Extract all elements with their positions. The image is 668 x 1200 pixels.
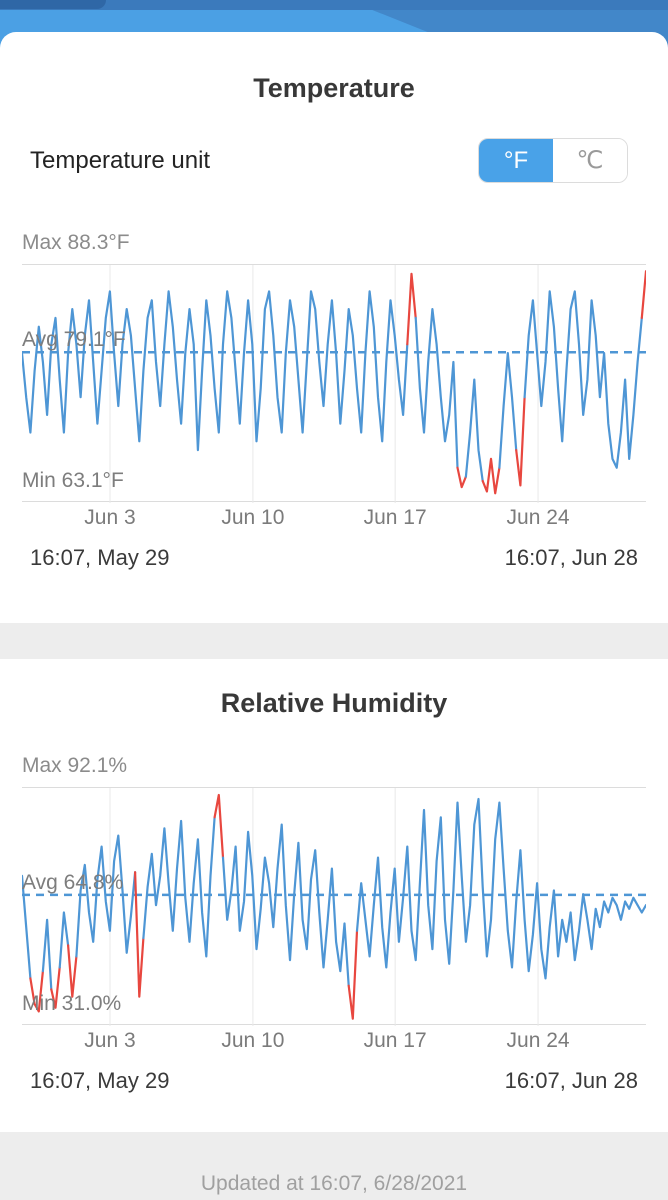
humidity-max-label: Max 92.1%: [22, 754, 128, 777]
temperature-range-end: 16:07, Jun 28: [504, 545, 638, 570]
updated-footer: Updated at 16:07, 6/28/2021: [0, 1132, 668, 1200]
relative-humidity-series-line: [355, 797, 646, 980]
x-tick-jun-10: Jun 10: [221, 506, 285, 529]
humidity-card: Relative Humidity Max 92.1% Avg 64.8% Mi…: [0, 659, 668, 1132]
temperature-unit-label: Temperature unit: [30, 146, 211, 174]
humidity-range-start: 16:07, May 29: [30, 1068, 170, 1093]
temperature-series-line: [464, 378, 484, 483]
temperature-series-line: [523, 290, 643, 469]
header-left-notch: [0, 0, 106, 9]
temperature-unit-toggle[interactable]: °F ℃: [478, 138, 628, 183]
humidity-avg-label: Avg 64.8%: [22, 870, 124, 894]
relative-humidity-series-alert-segment: [29, 970, 44, 1013]
card-divider-gap: [0, 623, 668, 659]
temperature-series-alert-segment: [515, 396, 526, 487]
temperature-avg-label: Avg 79.1°F: [22, 328, 126, 352]
temperature-chart[interactable]: Avg 79.1°F Min 63.1°F: [22, 264, 646, 503]
temperature-series-alert-segment: [640, 270, 646, 320]
temperature-range-row: 16:07, May 29 16:07, Jun 28: [30, 545, 638, 570]
relative-humidity-series-alert-segment: [50, 966, 61, 1009]
temperature-card: Temperature Temperature unit °F ℃ Max 88…: [0, 32, 668, 623]
temperature-plot-svg: [22, 265, 646, 503]
temperature-series-line: [414, 307, 459, 469]
x-tick-jun-17: Jun 17: [363, 506, 427, 529]
temperature-min-label: Min 63.1°F: [22, 469, 124, 492]
x-tick-jun-17: Jun 17: [363, 1029, 427, 1052]
celsius-toggle-button[interactable]: ℃: [553, 139, 627, 182]
relative-humidity-series-alert-segment: [133, 871, 145, 998]
humidity-range-row: 16:07, May 29 16:07, Jun 28: [30, 1068, 638, 1093]
humidity-min-label: Min 31.0%: [22, 992, 122, 1015]
relative-humidity-series-alert-segment: [347, 929, 359, 1020]
relative-humidity-series-alert-segment: [66, 944, 78, 998]
x-tick-jun-3: Jun 3: [84, 506, 136, 529]
humidity-chart[interactable]: Avg 64.8% Min 31.0%: [22, 787, 646, 1026]
fahrenheit-toggle-button[interactable]: °F: [479, 139, 553, 182]
temperature-series-alert-segment: [406, 272, 417, 346]
temperature-card-title: Temperature: [253, 73, 415, 103]
humidity-x-axis: Jun 3 Jun 10 Jun 17 Jun 24: [22, 1029, 646, 1053]
temperature-x-axis: Jun 3 Jun 10 Jun 17 Jun 24: [22, 506, 646, 530]
x-tick-jun-3: Jun 3: [84, 1029, 136, 1052]
temperature-series-line: [22, 290, 409, 452]
relative-humidity-series-line: [221, 823, 350, 987]
relative-humidity-series-line: [142, 816, 216, 958]
humidity-range-end: 16:07, Jun 28: [504, 1068, 638, 1093]
temperature-unit-row: Temperature unit °F ℃: [30, 138, 628, 183]
relative-humidity-series-alert-segment: [213, 793, 225, 859]
temperature-max-label: Max 88.3°F: [22, 231, 130, 254]
temperature-series-alert-segment: [481, 457, 501, 495]
relative-humidity-series-line: [41, 918, 53, 991]
x-tick-jun-24: Jun 24: [506, 506, 570, 529]
temperature-range-start: 16:07, May 29: [30, 545, 170, 570]
temperature-series-line: [498, 351, 518, 469]
updated-timestamp: Updated at 16:07, 6/28/2021: [200, 1172, 468, 1195]
relative-humidity-series-line: [75, 834, 137, 958]
header-top-strip: [0, 0, 668, 10]
temperature-series-alert-segment: [456, 466, 467, 489]
relative-humidity-plot-svg: [22, 788, 646, 1026]
x-tick-jun-10: Jun 10: [221, 1029, 285, 1052]
humidity-card-title: Relative Humidity: [220, 688, 448, 718]
x-tick-jun-24: Jun 24: [506, 1029, 570, 1052]
relative-humidity-series-line: [22, 874, 32, 980]
relative-humidity-series-line: [58, 911, 70, 969]
